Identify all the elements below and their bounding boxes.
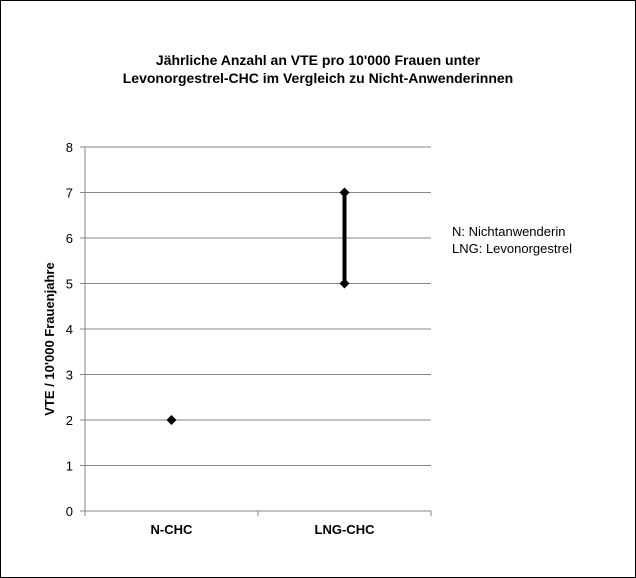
y-tick-label-6: 6 — [66, 231, 73, 246]
legend: N: Nichtanwenderin LNG: Levonorgestrel — [452, 224, 572, 256]
marker-low-lng-chc — [339, 278, 350, 289]
marker-high-lng-chc — [339, 187, 350, 198]
chart-title-line-2: Levonorgestrel-CHC im Vergleich zu Nicht… — [123, 70, 514, 86]
gridlines — [85, 146, 431, 466]
y-tick-label-1: 1 — [66, 459, 73, 474]
y-axis-label: VTE / 10'000 Frauenjahre — [42, 262, 57, 415]
category-label-n-chc: N-CHC — [151, 522, 193, 537]
y-tick-label-4: 4 — [66, 322, 73, 337]
y-tick-label-0: 0 — [66, 504, 73, 519]
axes — [80, 146, 432, 516]
marker-n-chc — [166, 415, 177, 425]
chart-title: Jährliche Anzahl an VTE pro 10'000 Fraue… — [123, 52, 514, 86]
category-labels: N-CHC LNG-CHC — [151, 522, 376, 537]
legend-line-levonorgestrel: LNG: Levonorgestrel — [452, 241, 572, 256]
y-tick-label-7: 7 — [66, 186, 73, 201]
y-tick-label-8: 8 — [66, 140, 73, 155]
y-tick-label-2: 2 — [66, 413, 73, 428]
category-label-lng-chc: LNG-CHC — [315, 522, 376, 537]
y-tick-labels: 0 1 2 3 4 5 6 7 8 — [66, 140, 73, 519]
y-tick-label-5: 5 — [66, 277, 73, 292]
y-tick-label-3: 3 — [66, 368, 73, 383]
data-marks — [166, 187, 350, 425]
legend-line-nichtanwenderin: N: Nichtanwenderin — [452, 224, 565, 239]
chart-title-line-1: Jährliche Anzahl an VTE pro 10'000 Fraue… — [156, 52, 481, 68]
